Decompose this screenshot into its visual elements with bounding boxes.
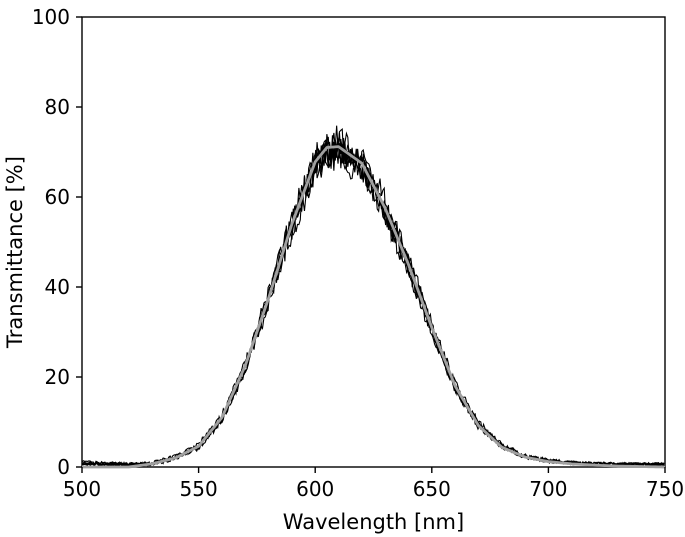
plot-frame bbox=[81, 16, 666, 468]
x-tick-label: 500 bbox=[63, 477, 101, 501]
series-group bbox=[81, 125, 666, 469]
y-tick-label: 40 bbox=[45, 275, 70, 299]
y-axis-ticks: 0 20 40 60 80 100 bbox=[32, 5, 82, 479]
x-tick-label: 750 bbox=[646, 477, 684, 501]
y-tick-label: 60 bbox=[45, 185, 70, 209]
y-tick-label: 80 bbox=[45, 95, 70, 119]
fit-series-line bbox=[82, 145, 666, 469]
x-tick-label: 550 bbox=[180, 477, 218, 501]
y-tick-label: 20 bbox=[45, 365, 70, 389]
plot-area bbox=[81, 16, 666, 469]
y-tick-label: 100 bbox=[32, 5, 70, 29]
x-axis-title: Wavelength [nm] bbox=[283, 510, 464, 534]
x-axis-ticks: 500 550 600 650 700 750 bbox=[63, 467, 684, 501]
x-tick-label: 650 bbox=[413, 477, 451, 501]
y-axis-title: Transmittance [%] bbox=[3, 156, 27, 349]
y-tick-label: 0 bbox=[57, 455, 70, 479]
x-tick-label: 700 bbox=[529, 477, 567, 501]
x-tick-label: 600 bbox=[296, 477, 334, 501]
